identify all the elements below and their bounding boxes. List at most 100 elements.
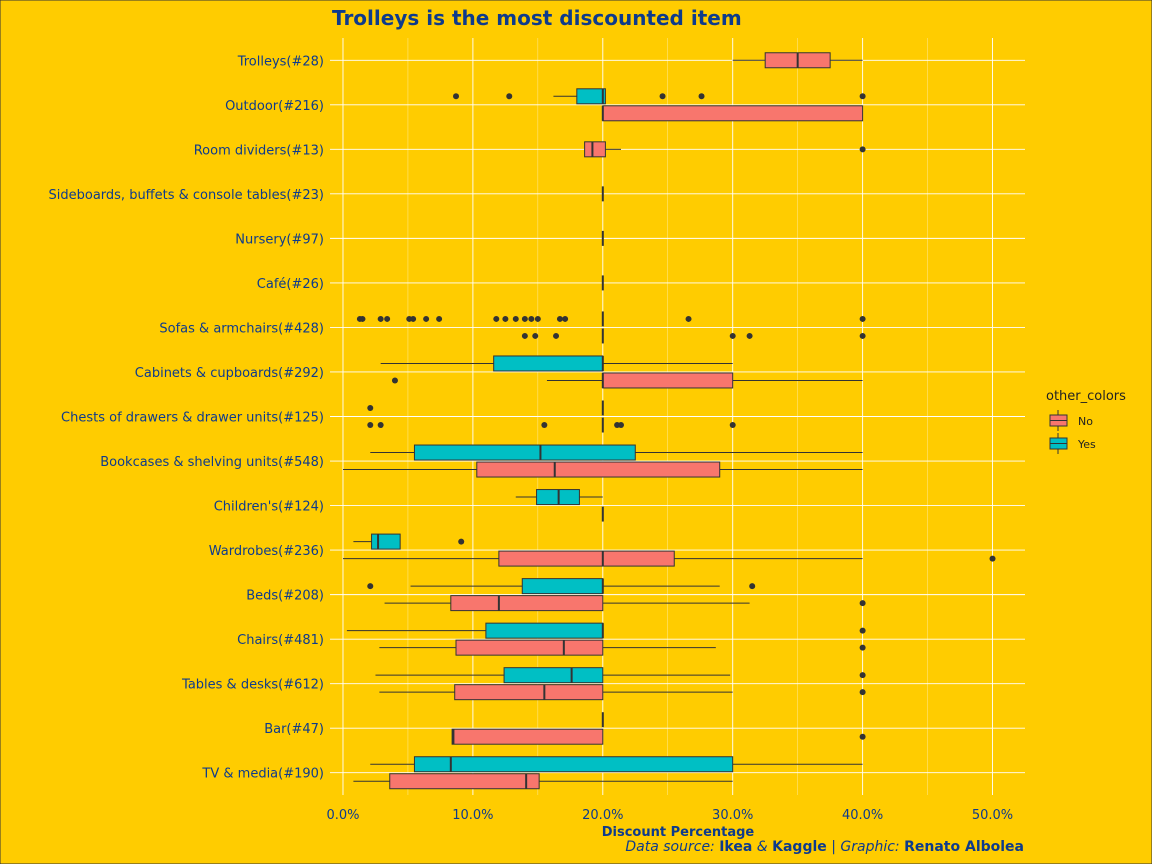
outlier-point bbox=[453, 93, 460, 100]
category-group bbox=[367, 400, 736, 433]
outlier-point bbox=[859, 672, 866, 679]
outlier-point bbox=[502, 315, 509, 322]
category-group bbox=[367, 578, 866, 612]
box-body bbox=[413, 756, 734, 773]
category-label: Chests of drawers & drawer units(#125) bbox=[61, 411, 324, 426]
box-yes bbox=[367, 400, 604, 416]
plot-area bbox=[342, 52, 996, 790]
box-body bbox=[602, 372, 734, 389]
box-body bbox=[584, 141, 606, 158]
caption: Data source: Ikea & Kaggle | Graphic: Re… bbox=[625, 839, 1024, 855]
caption-source-ikea: Ikea bbox=[719, 839, 752, 855]
category-group bbox=[356, 311, 866, 344]
legend-title: other_colors bbox=[1046, 389, 1126, 404]
category-group bbox=[453, 88, 866, 122]
outlier-point bbox=[541, 422, 548, 428]
outlier-point bbox=[377, 315, 384, 322]
box-no bbox=[342, 550, 996, 567]
box-body bbox=[476, 461, 721, 478]
category-group bbox=[342, 444, 863, 478]
outlier-point bbox=[859, 733, 866, 740]
box-no bbox=[584, 141, 866, 158]
outlier-point bbox=[359, 315, 366, 322]
box-no bbox=[342, 461, 863, 478]
box-no bbox=[732, 52, 863, 69]
outlier-point bbox=[749, 583, 756, 590]
box-no bbox=[601, 105, 864, 122]
grid-lines bbox=[330, 38, 1025, 795]
category-label: Room dividers(#13) bbox=[194, 143, 324, 158]
box-body bbox=[454, 684, 604, 701]
outlier-point bbox=[859, 600, 866, 607]
x-tick-labels: 0.0% 10.0% 20.0% 30.0% 40.0% 50.0% bbox=[326, 808, 1013, 823]
category-group bbox=[515, 489, 604, 522]
category-label: Outdoor(#216) bbox=[225, 99, 324, 114]
caption-source-kaggle: Kaggle bbox=[772, 839, 827, 855]
legend-label-no: No bbox=[1078, 415, 1093, 428]
outlier-point bbox=[410, 315, 417, 322]
caption-prefix: Data source: bbox=[625, 839, 719, 855]
box-body bbox=[602, 105, 864, 122]
outlier-point bbox=[989, 555, 996, 562]
outlier-point bbox=[859, 315, 866, 322]
category-label: Beds(#208) bbox=[246, 589, 324, 604]
outlier-point bbox=[729, 332, 736, 339]
caption-amp: & bbox=[752, 839, 772, 855]
outlier-point bbox=[458, 538, 465, 545]
box-no bbox=[391, 372, 863, 389]
box-no bbox=[367, 417, 736, 433]
outlier-point bbox=[617, 422, 624, 428]
category-label: Children's(#124) bbox=[214, 500, 324, 515]
outlier-point bbox=[859, 146, 866, 153]
outlier-point bbox=[521, 315, 528, 322]
outlier-point bbox=[534, 315, 541, 322]
category-label: Nursery(#97) bbox=[235, 232, 324, 247]
outlier-point bbox=[521, 332, 528, 339]
box-body bbox=[413, 444, 636, 461]
box-body bbox=[451, 728, 604, 745]
box-body bbox=[371, 533, 401, 550]
outlier-point bbox=[367, 422, 374, 428]
box-body bbox=[521, 578, 604, 595]
x-tick-label: 20.0% bbox=[582, 808, 623, 823]
outlier-point bbox=[859, 93, 866, 100]
caption-separator: | Graphic: bbox=[827, 839, 904, 855]
category-group bbox=[380, 355, 863, 389]
category-label: Sofas & armchairs(#428) bbox=[159, 321, 324, 336]
box-body bbox=[455, 639, 604, 656]
category-group bbox=[353, 756, 863, 790]
outlier-point bbox=[367, 405, 374, 411]
box-no bbox=[379, 639, 866, 656]
category-label: Tables & desks(#612) bbox=[181, 678, 324, 693]
category-label: Cabinets & cupboards(#292) bbox=[135, 366, 324, 381]
x-tick-label: 40.0% bbox=[842, 808, 883, 823]
category-label: TV & media(#190) bbox=[201, 767, 324, 782]
box-body bbox=[498, 550, 675, 567]
outlier-point bbox=[859, 332, 866, 339]
box-yes bbox=[353, 533, 465, 550]
box-no bbox=[521, 328, 866, 344]
outlier-point bbox=[377, 422, 384, 428]
x-axis-label: Discount Percentage bbox=[602, 825, 755, 840]
box-yes bbox=[375, 667, 866, 684]
outlier-point bbox=[532, 332, 539, 339]
category-group bbox=[584, 141, 866, 158]
outlier-point bbox=[553, 332, 560, 339]
box-yes bbox=[453, 88, 866, 105]
x-tick-label: 30.0% bbox=[712, 808, 753, 823]
outlier-point bbox=[528, 315, 535, 322]
box-body bbox=[450, 595, 604, 612]
outlier-point bbox=[746, 332, 753, 339]
outlier-point bbox=[506, 93, 513, 100]
outlier-point bbox=[659, 93, 666, 100]
outlier-point bbox=[685, 315, 692, 322]
x-tick-label: 50.0% bbox=[972, 808, 1013, 823]
box-body bbox=[576, 88, 606, 105]
outlier-point bbox=[859, 627, 866, 634]
category-group bbox=[375, 667, 866, 701]
category-group bbox=[342, 533, 996, 567]
box-yes bbox=[370, 756, 863, 773]
box-yes bbox=[367, 578, 756, 595]
